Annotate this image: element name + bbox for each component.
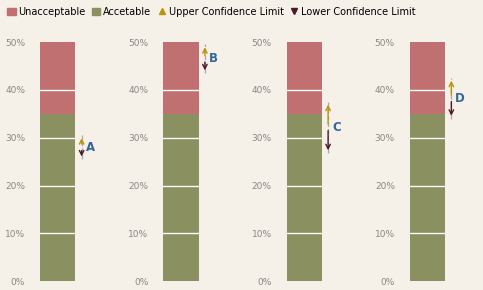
Bar xyxy=(40,114,75,281)
Bar xyxy=(410,114,445,281)
Text: D: D xyxy=(455,92,465,105)
Bar xyxy=(40,42,75,114)
Bar xyxy=(163,114,199,281)
Text: A: A xyxy=(85,141,95,154)
Bar xyxy=(286,42,322,114)
Bar xyxy=(163,42,199,114)
Text: C: C xyxy=(332,121,341,134)
Bar xyxy=(286,114,322,281)
Bar xyxy=(410,42,445,114)
Legend: Unacceptable, Accetable, Upper Confidence Limit, Lower Confidence Limit: Unacceptable, Accetable, Upper Confidenc… xyxy=(5,5,418,19)
Text: B: B xyxy=(209,52,218,65)
